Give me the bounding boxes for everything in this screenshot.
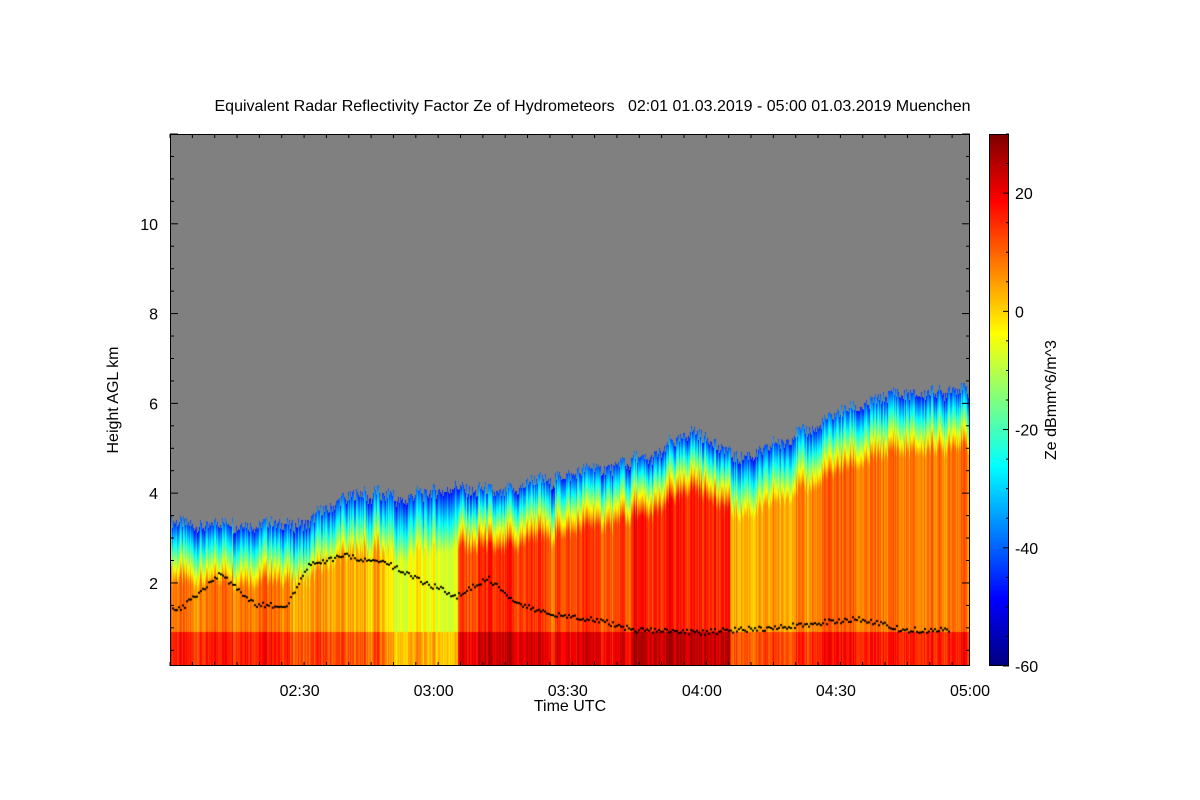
- colorbar-axis: 20 0 -20 -40 -60: [1003, 133, 1038, 676]
- y-tick-label: 6: [149, 396, 158, 413]
- y-tick-label: 4: [149, 486, 158, 503]
- y-axis-label: Height AGL km: [105, 346, 122, 454]
- reflectivity-plot-area: [170, 134, 970, 666]
- y-tick-label: 10: [140, 217, 158, 234]
- y-axis: 2 4 6 8 10: [140, 133, 970, 651]
- x-axis: 02:30 03:00 03:30 04:00 04:30 05:00: [169, 134, 990, 700]
- colorbar-tick-label: 0: [1015, 304, 1024, 321]
- colorbar-tick-label: 20: [1015, 186, 1033, 203]
- chart-title: Equivalent Radar Reflectivity Factor Ze …: [214, 98, 971, 115]
- x-tick-label: 03:30: [548, 683, 588, 700]
- x-tick-label: 04:00: [682, 683, 722, 700]
- colorbar-tick-label: -20: [1015, 423, 1038, 440]
- colorbar-tick-label: -60: [1015, 659, 1038, 676]
- colorbar-label: Ze dBmm^6/m^3: [1043, 340, 1060, 460]
- x-tick-label: 02:30: [280, 683, 320, 700]
- reflectivity-heatmap: [170, 134, 970, 666]
- x-tick-label: 03:00: [414, 683, 454, 700]
- x-tick-label: 05:00: [950, 683, 990, 700]
- y-tick-label: 2: [149, 576, 158, 593]
- y-tick-label: 8: [149, 307, 158, 324]
- x-axis-label: Time UTC: [533, 698, 607, 715]
- colorbar-tick-label: -40: [1015, 541, 1038, 558]
- x-tick-label: 04:30: [816, 683, 856, 700]
